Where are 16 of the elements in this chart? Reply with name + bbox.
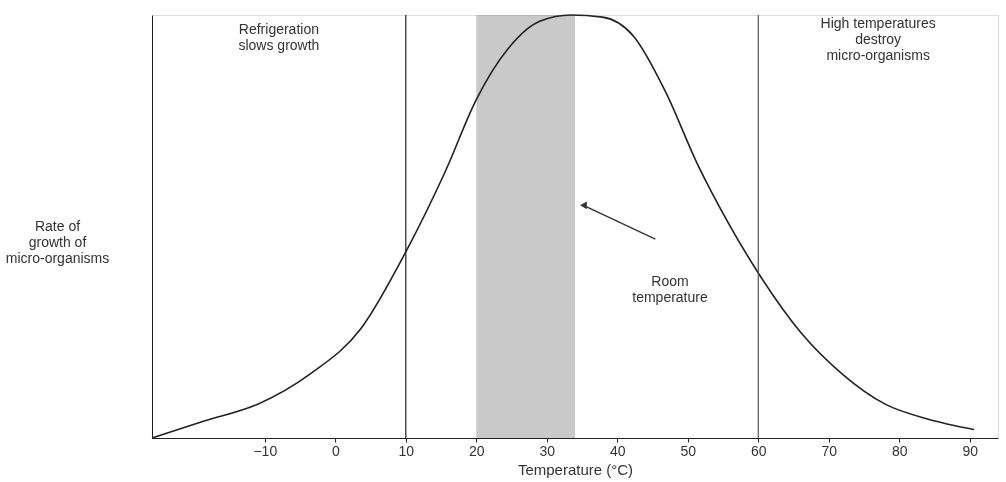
annotation: High temperatures destroy micro-organisms [820, 15, 936, 63]
x-tick-label: 80 [892, 442, 908, 459]
x-tick-label: 70 [821, 442, 838, 459]
x-tick-label: 10 [398, 442, 415, 459]
annotation: Refrigeration slows growth [238, 21, 320, 53]
x-tick-label: 40 [610, 442, 626, 459]
x-tick-label: 90 [962, 442, 979, 459]
x-tick-label: 50 [680, 442, 697, 459]
x-tick-label: 60 [751, 442, 767, 459]
y-axis-title: Rate of growth of micro-organisms [5, 218, 110, 266]
x-tick-label: −10 [253, 442, 278, 459]
x-tick-label: 20 [469, 442, 485, 459]
x-tick-label: 0 [331, 442, 340, 459]
x-axis-title: Temperature (°C) [517, 460, 634, 478]
x-tick-label: 30 [539, 442, 556, 459]
annotation: Room temperature [632, 273, 708, 306]
